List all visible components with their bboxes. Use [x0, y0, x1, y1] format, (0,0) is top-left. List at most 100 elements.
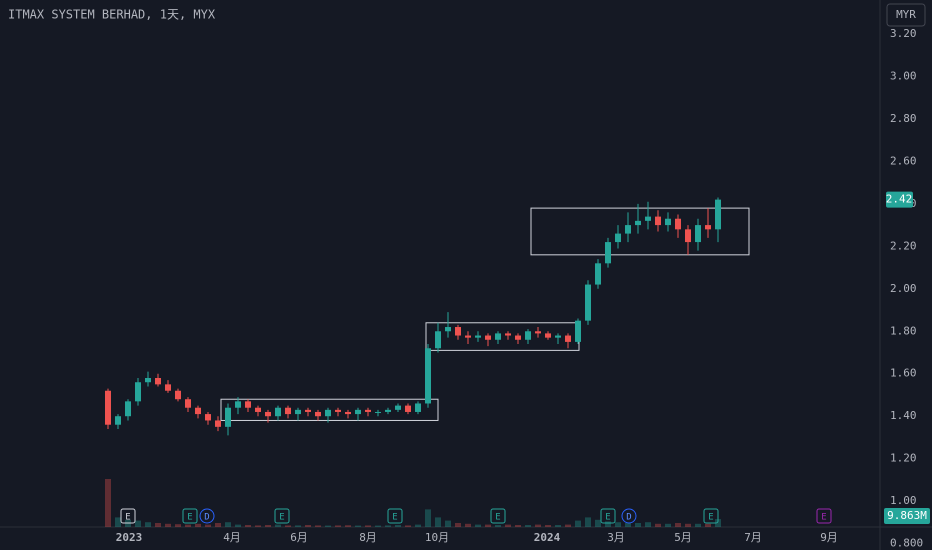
- candle-body: [675, 218, 681, 230]
- volume-bar: [515, 525, 521, 527]
- volume-bar: [225, 522, 231, 527]
- volume-bar: [665, 523, 671, 527]
- candle-body: [295, 409, 301, 415]
- volume-bar: [495, 525, 501, 527]
- y-tick-label: 0.800: [890, 537, 923, 550]
- candle-body: [375, 411, 381, 413]
- candle-body: [405, 405, 411, 412]
- volume-bar: [525, 525, 531, 527]
- candle-body: [445, 327, 451, 332]
- event-label: E: [125, 513, 130, 523]
- candle-body: [135, 382, 141, 402]
- volume-bar: [505, 524, 511, 527]
- x-tick-label: 9月: [820, 531, 838, 544]
- volume-bar: [415, 524, 421, 527]
- volume-bar: [575, 520, 581, 527]
- volume-bar: [295, 525, 301, 527]
- candle-body: [175, 390, 181, 400]
- y-tick-label: 3.00: [890, 69, 917, 82]
- currency-button[interactable]: [886, 3, 926, 27]
- event-marker: [199, 508, 215, 524]
- candle-body: [565, 335, 571, 342]
- volume-bar: [345, 525, 351, 527]
- candle-body: [115, 416, 121, 425]
- candle-body: [425, 348, 431, 404]
- volume-bar: [315, 525, 321, 527]
- volume-bar: [145, 522, 151, 527]
- candle-body: [185, 399, 191, 408]
- candle-body: [495, 333, 501, 340]
- candle-body: [195, 407, 201, 415]
- candle-body: [235, 401, 241, 408]
- candle-body: [475, 335, 481, 338]
- candle-body: [705, 225, 711, 230]
- volume-label: 9.863M: [887, 509, 927, 522]
- range-box: [530, 207, 750, 256]
- candle-body: [335, 409, 341, 412]
- candle-body: [275, 407, 281, 417]
- volume-bar: [585, 517, 591, 527]
- candle-body: [595, 263, 601, 285]
- candle-body: [465, 335, 471, 338]
- x-tick-label: 2024: [534, 531, 561, 544]
- candle-body: [515, 335, 521, 340]
- candle-body: [315, 411, 321, 417]
- candle-body: [265, 411, 271, 417]
- event-marker: [490, 508, 506, 524]
- volume-bar: [135, 520, 141, 527]
- volume-bar: [185, 524, 191, 527]
- volume-bar: [215, 523, 221, 527]
- candle-body: [455, 327, 461, 336]
- candle-body: [695, 225, 701, 243]
- volume-bar: [565, 524, 571, 527]
- volume-bar: [545, 525, 551, 527]
- x-tick-label: 2023: [116, 531, 143, 544]
- y-tick-label: 1.40: [890, 409, 917, 422]
- y-tick-label: 1.20: [890, 452, 917, 465]
- event-marker: [387, 508, 403, 524]
- candle-body: [485, 335, 491, 340]
- volume-bar: [195, 523, 201, 527]
- volume-bar: [355, 525, 361, 527]
- volume-bar: [715, 519, 721, 527]
- candle-body: [255, 407, 261, 412]
- volume-bar: [105, 479, 111, 527]
- volume-bar: [165, 523, 171, 527]
- candle-body: [355, 409, 361, 415]
- volume-bar: [455, 523, 461, 527]
- event-marker: [182, 508, 198, 524]
- y-tick-label: 2.80: [890, 112, 917, 125]
- event-label: D: [204, 513, 209, 523]
- currency-label[interactable]: MYR: [896, 8, 916, 21]
- candle-body: [555, 335, 561, 338]
- event-label: E: [605, 513, 610, 523]
- volume-bar: [335, 525, 341, 527]
- volume-bar: [385, 525, 391, 527]
- candle-body: [665, 218, 671, 226]
- candle-body: [155, 377, 161, 385]
- candle-body: [345, 411, 351, 415]
- event-label: E: [187, 513, 192, 523]
- y-tick-label: 2.60: [890, 154, 917, 167]
- volume-bar: [535, 524, 541, 527]
- x-tick-label: 10月: [425, 531, 449, 544]
- candle-body: [105, 390, 111, 425]
- x-tick-label: 3月: [607, 531, 625, 544]
- x-tick-label: 8月: [359, 531, 377, 544]
- event-label: E: [495, 513, 500, 523]
- candle-body: [525, 331, 531, 340]
- volume-bar: [245, 525, 251, 527]
- candle-body: [285, 407, 291, 415]
- volume-bar: [625, 523, 631, 527]
- x-tick-label: 7月: [744, 531, 762, 544]
- event-label: E: [821, 513, 826, 523]
- candle-body: [685, 229, 691, 243]
- range-box: [220, 398, 439, 421]
- candle-body: [145, 377, 151, 383]
- volume-bar: [445, 520, 451, 527]
- event-label: E: [708, 513, 713, 523]
- volume-bar: [115, 517, 121, 527]
- event-marker: [621, 508, 637, 524]
- candle-body: [605, 242, 611, 264]
